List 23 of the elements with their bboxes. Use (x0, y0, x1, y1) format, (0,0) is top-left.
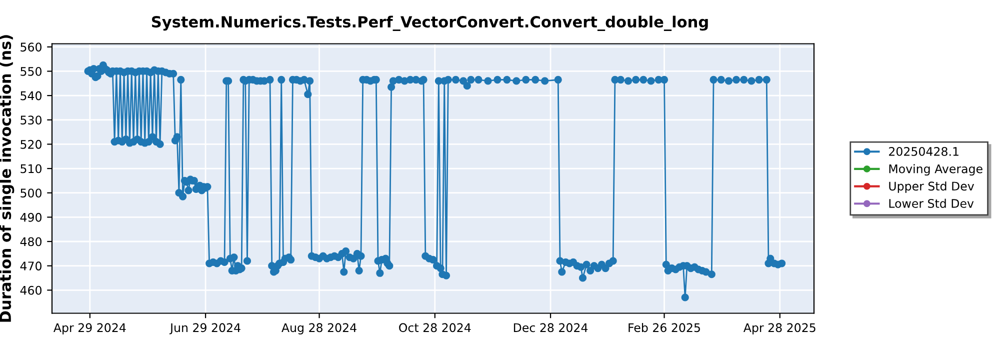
x-tick-label: Aug 28 2024 (282, 323, 356, 334)
legend-label: Lower Std Dev (889, 198, 974, 208)
chart-title: System.Numerics.Tests.Perf_VectorConvert.Convert_double_long (152, 16, 708, 31)
y-tick-label: 460 (20, 286, 42, 295)
y-tick-label: 510 (20, 164, 42, 174)
y-tick-label: 480 (20, 237, 42, 246)
y-tick-label: 520 (20, 140, 42, 149)
y-tick-label: 550 (20, 66, 42, 76)
legend-label: 20250428.1 (889, 147, 958, 156)
x-tick-label: Apr 29 2024 (54, 323, 126, 334)
x-tick-label: Apr 28 2025 (743, 323, 816, 334)
y-tick-label: 470 (20, 262, 42, 270)
y-tick-label: 500 (20, 188, 42, 198)
legend-label: Upper Std Dev (889, 181, 974, 193)
x-tick-label: Feb 26 2025 (628, 322, 700, 332)
y-tick-label: 540 (20, 91, 42, 100)
y-tick-label: 530 (20, 116, 42, 125)
x-tick-label: Dec 28 2024 (514, 323, 588, 332)
y-tick-label: 560 (20, 42, 42, 52)
x-tick-label: Oct 28 2024 (399, 323, 471, 332)
x-tick-label: Jun 29 2024 (169, 323, 240, 334)
y-tick-label: 490 (20, 212, 42, 222)
legend-label: Moving Average (889, 164, 982, 176)
